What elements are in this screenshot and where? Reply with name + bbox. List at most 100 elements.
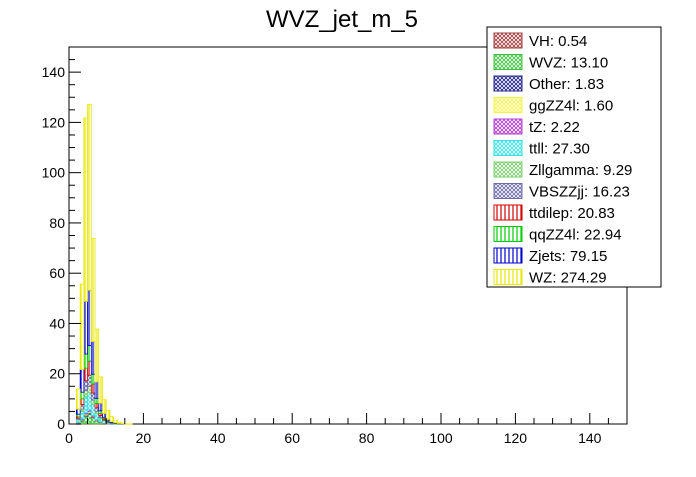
y-axis: 0 20 40 60 80 100 120 140 [42, 47, 81, 432]
legend-label: Zllgamma: 9.29 [529, 162, 632, 179]
x-tick-label: 100 [429, 430, 453, 446]
histogram-bar [102, 413, 106, 417]
x-tick-label: 80 [359, 430, 375, 446]
legend-entry: Zjets: 79.15 [494, 248, 607, 265]
legend-entry: Other: 1.83 [494, 76, 604, 93]
histogram-bar [102, 400, 106, 414]
histogram-bar [88, 393, 92, 411]
histogram-bar [80, 399, 84, 405]
legend-swatch [494, 55, 522, 70]
histogram-bar [88, 346, 92, 362]
histogram-bar [84, 416, 88, 424]
histogram-bar [91, 393, 95, 400]
x-tick-label: 0 [65, 430, 73, 446]
x-tick-label: 120 [504, 430, 528, 446]
legend-label: Other: 1.83 [529, 76, 604, 93]
histogram-bar [91, 239, 95, 342]
legend-label: VH: 0.54 [529, 33, 587, 50]
legend-swatch [494, 248, 522, 263]
histogram-bar [84, 301, 88, 354]
legend-swatch [494, 119, 522, 134]
histogram-bar [114, 420, 118, 423]
histogram-bar [95, 403, 99, 408]
legend-swatch [494, 98, 522, 113]
histogram-bar [91, 384, 95, 393]
legend-label: VBSZZjj: 16.23 [529, 184, 630, 201]
histogram-bar [88, 414, 92, 424]
histogram-bar [84, 391, 88, 397]
y-tick-label: 120 [42, 114, 66, 130]
histogram-bar [80, 412, 84, 420]
histogram-bar [91, 400, 95, 404]
legend: VH: 0.54 WVZ: 13.10 Other: 1.83 ggZZ4l: 1.6… [487, 27, 661, 287]
histogram-bar [76, 389, 80, 409]
histogram-bar [84, 396, 88, 412]
histogram-bar [106, 411, 110, 420]
histogram-bar [99, 377, 103, 403]
y-tick-label: 60 [49, 265, 65, 281]
histogram-bar [95, 329, 99, 382]
legend-entry: ggZZ4l: 1.60 [494, 98, 613, 115]
histogram-bar [95, 413, 99, 419]
y-tick-label: 20 [49, 366, 65, 382]
histogram-bar [80, 370, 84, 393]
histogram-bar [99, 419, 103, 422]
legend-label: ggZZ4l: 1.60 [529, 98, 613, 115]
chart-title: WVZ_jet_m_5 [266, 6, 418, 33]
legend-swatch [494, 184, 522, 199]
histogram-bar [84, 381, 88, 391]
legend-entry: VBSZZjj: 16.23 [494, 184, 630, 201]
histogram-bar [84, 354, 88, 368]
x-tick-label: 60 [284, 430, 300, 446]
histogram-bar [117, 422, 121, 423]
histogram-bar [80, 404, 84, 409]
histogram-bar [88, 290, 92, 345]
histogram-bar [84, 118, 88, 301]
histogram-bar [80, 392, 84, 399]
legend-entry: WZ: 274.29 [494, 270, 607, 287]
y-tick-label: 80 [49, 215, 65, 231]
histogram-bar [95, 398, 99, 403]
legend-swatch [494, 270, 522, 285]
y-tick-label: 140 [42, 64, 66, 80]
legend-swatch [494, 227, 522, 242]
legend-swatch [494, 76, 522, 91]
histogram-bar [91, 418, 95, 424]
y-tick-label: 40 [49, 315, 65, 331]
histogram-bar [121, 423, 125, 424]
histogram-bar [84, 368, 88, 381]
histogram-bar [88, 386, 92, 392]
legend-entry: qqZZ4l: 22.94 [494, 227, 622, 244]
x-tick-label: 140 [578, 430, 602, 446]
histogram-bar [80, 421, 84, 424]
histogram-bar [76, 409, 80, 414]
histogram-bar [95, 421, 99, 424]
histogram-bar [95, 382, 99, 398]
x-tick-label: 20 [136, 430, 152, 446]
histogram-bars [76, 104, 132, 424]
histogram-bar [95, 408, 99, 412]
y-tick-label: 100 [42, 165, 66, 181]
legend-swatch [494, 162, 522, 177]
legend-entry: Zllgamma: 9.29 [494, 162, 632, 179]
histogram-bar [80, 284, 84, 369]
legend-label: WZ: 274.29 [529, 270, 607, 287]
histogram-bar [91, 374, 95, 384]
legend-entry: VH: 0.54 [494, 33, 587, 50]
legend-label: ttdilep: 20.83 [529, 205, 615, 222]
legend-swatch [494, 205, 522, 220]
legend-entry: ttdilep: 20.83 [494, 205, 615, 222]
legend-label: ttll: 27.30 [529, 141, 590, 158]
y-tick-label: 0 [57, 416, 65, 432]
legend-label: Zjets: 79.15 [529, 248, 607, 265]
histogram-bar [91, 404, 95, 415]
histogram-bar [88, 375, 92, 386]
legend-swatch [494, 33, 522, 48]
legend-entry: WVZ: 13.10 [494, 55, 608, 72]
legend-label: tZ: 2.22 [529, 119, 580, 136]
legend-label: WVZ: 13.10 [529, 55, 608, 72]
legend-label: qqZZ4l: 22.94 [529, 227, 622, 244]
